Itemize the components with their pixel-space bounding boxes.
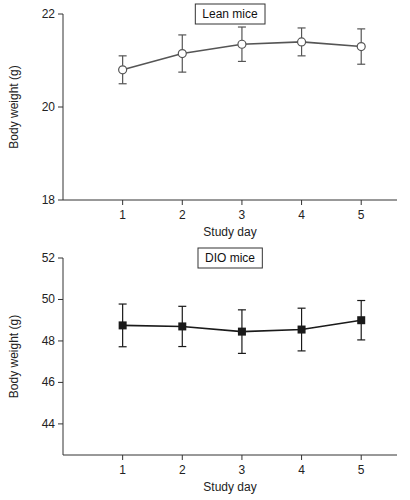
x-axis-label: Study day: [203, 225, 256, 239]
x-tick: [122, 455, 123, 460]
marker: [178, 322, 186, 330]
error-cap: [178, 346, 186, 347]
x-axis: [63, 200, 397, 201]
y-tick: [58, 107, 63, 108]
error-cap: [178, 34, 186, 35]
x-tick-label: 2: [179, 208, 186, 222]
error-cap: [357, 28, 365, 29]
x-tick-label: 2: [179, 463, 186, 477]
error-cap: [298, 55, 306, 56]
x-tick: [241, 455, 242, 460]
error-cap: [178, 306, 186, 307]
error-cap: [238, 26, 246, 27]
error-cap: [238, 61, 246, 62]
x-tick: [301, 455, 302, 460]
x-tick: [182, 200, 183, 205]
x-tick: [361, 200, 362, 205]
y-tick: [58, 14, 63, 15]
error-cap: [357, 339, 365, 340]
y-axis-label: Body weight (g): [7, 65, 21, 148]
error-bar: [238, 310, 246, 354]
title-box: [195, 4, 265, 24]
x-tick-label: 1: [119, 208, 126, 222]
error-cap: [178, 72, 186, 73]
title: Lean mice: [202, 7, 258, 21]
error-cap: [238, 309, 246, 310]
title: DIO mice: [205, 251, 255, 265]
marker: [119, 321, 127, 329]
chart: 44 46 48 50 52 1 2 3 4 5 Study day Body weight (g) D…: [7, 248, 397, 494]
x-tick-label: 3: [239, 208, 246, 222]
y-tick-label: 48: [42, 334, 56, 348]
y-tick-label: 18: [42, 193, 56, 207]
y-tick: [58, 423, 63, 424]
y-tick-label: 44: [42, 417, 56, 431]
y-tick-label: 50: [42, 292, 56, 306]
error-bar: [357, 301, 365, 340]
y-tick-label: 22: [42, 7, 56, 21]
plot-area: [119, 301, 366, 354]
x-tick: [301, 200, 302, 205]
title-box: [198, 248, 262, 268]
x-tick-label: 4: [298, 463, 305, 477]
x-tick-label: 3: [239, 463, 246, 477]
plot-area: [119, 27, 366, 84]
x-tick: [122, 200, 123, 205]
error-bar: [178, 35, 186, 72]
error-bar: [238, 27, 246, 61]
error-cap: [298, 27, 306, 28]
error-cap: [119, 55, 127, 56]
error-bar: [298, 28, 306, 56]
x-axis-label: Study day: [203, 480, 256, 494]
marker: [238, 40, 246, 48]
marker: [238, 328, 246, 336]
y-axis-label: Body weight (g): [7, 315, 21, 398]
error-cap: [119, 346, 127, 347]
marker: [298, 38, 306, 46]
x-tick: [361, 455, 362, 460]
y-tick: [58, 299, 63, 300]
y-axis: [63, 258, 64, 455]
marker: [119, 66, 127, 74]
error-bar: [298, 308, 306, 351]
x-tick-label: 1: [119, 463, 126, 477]
x-tick: [182, 455, 183, 460]
marker: [357, 43, 365, 51]
error-bar: [119, 56, 127, 84]
y-tick-label: 20: [42, 100, 56, 114]
error-cap: [119, 83, 127, 84]
x-axis: [63, 455, 397, 456]
error-cap: [357, 300, 365, 301]
y-tick-label: 46: [42, 375, 56, 389]
error-cap: [357, 64, 365, 65]
error-cap: [298, 350, 306, 351]
x-tick-label: 4: [298, 208, 305, 222]
error-bar: [178, 306, 186, 346]
y-tick: [58, 382, 63, 383]
y-tick: [58, 200, 63, 201]
y-tick-label: 52: [42, 251, 56, 265]
x-tick-label: 5: [358, 208, 365, 222]
y-tick: [58, 258, 63, 259]
marker: [298, 326, 306, 334]
x-tick-label: 5: [358, 463, 365, 477]
figure: 18 20 22 1 2 3 4 5 Study day Body weight (g) Lean …: [0, 0, 410, 500]
marker: [357, 316, 365, 324]
error-bar: [357, 29, 365, 64]
error-cap: [119, 303, 127, 304]
chart: 18 20 22 1 2 3 4 5 Study day Body weight (g) Lean …: [7, 4, 397, 239]
error-bar: [119, 304, 127, 347]
error-cap: [298, 308, 306, 309]
y-tick: [58, 340, 63, 341]
error-cap: [238, 353, 246, 354]
marker: [178, 50, 186, 58]
x-tick: [241, 200, 242, 205]
